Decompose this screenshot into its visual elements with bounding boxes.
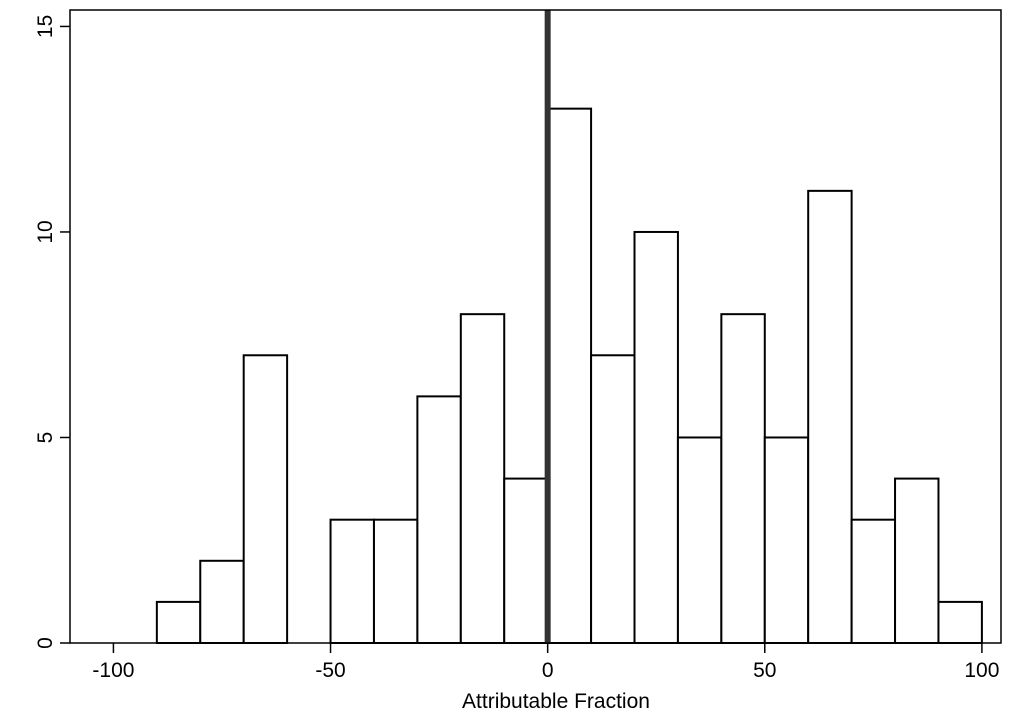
bar [894,477,940,644]
x-tick-label: 100 [964,659,999,682]
x-tick-label: -50 [315,659,345,682]
bar [763,436,810,645]
bar [416,395,462,644]
x-tick-label: 50 [753,659,776,682]
bar [242,354,289,644]
x-axis-label: Attributable Fraction [462,690,650,713]
bar [503,477,549,644]
bar [807,189,853,644]
bar [850,518,897,644]
bar [590,354,636,644]
bar [633,230,679,645]
y-tick-label: 10 [34,220,57,243]
bar [546,107,593,644]
x-tick-label: -100 [92,659,134,682]
bar [199,559,245,645]
y-tick-label: 5 [34,432,57,444]
y-tick-label: 15 [34,15,57,38]
bar [676,436,723,645]
bar [720,313,766,644]
plot-frame [69,9,1002,644]
bar [155,600,202,645]
bar [329,518,375,644]
bar [459,313,506,644]
y-tick-label: 0 [34,637,57,649]
x-tick-label: 0 [542,659,554,682]
bar [937,600,983,645]
bar [372,518,419,644]
